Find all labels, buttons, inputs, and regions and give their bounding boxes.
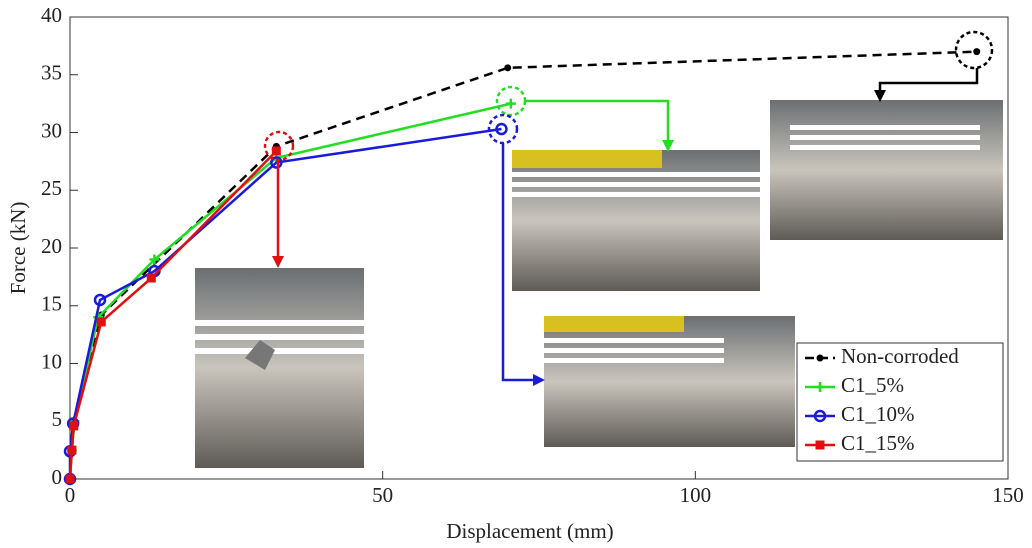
marker [270, 156, 283, 169]
y-tick-label: 30 [41, 118, 62, 142]
legend-label: C1_15% [841, 431, 915, 455]
photo [512, 150, 760, 291]
marker [495, 122, 508, 136]
x-axis-label: Displacement (mm) [446, 519, 613, 543]
y-tick-label: 0 [52, 465, 63, 489]
legend-box [796, 342, 1004, 462]
y-tick-label: 20 [41, 234, 62, 258]
photo [544, 316, 795, 447]
legend: Non-corroded C1_5% C1_10% C1_15% [796, 342, 1004, 462]
marker [505, 98, 516, 109]
x-tick-label: 0 [65, 483, 76, 507]
marker [69, 421, 79, 431]
marker [67, 445, 77, 455]
x-tick-label: 100 [680, 483, 712, 507]
x-tick-label: 50 [372, 483, 393, 507]
marker [93, 293, 107, 307]
legend-label: Non-corroded [841, 344, 959, 368]
marker [271, 146, 281, 156]
photo [195, 268, 364, 468]
marker [504, 64, 512, 72]
legend-label: C1_5% [841, 373, 904, 397]
y-tick-label: 15 [41, 292, 62, 316]
series-line [68, 150, 278, 480]
y-tick-label: 25 [41, 176, 62, 200]
y-tick-label: 40 [41, 3, 62, 27]
marker [815, 382, 825, 392]
marker [973, 48, 981, 56]
marker [146, 273, 156, 283]
x-tick-label: 150 [992, 483, 1024, 507]
y-tick-label: 10 [41, 349, 62, 373]
y-tick-label: 35 [41, 61, 62, 85]
y-axis-label: Force (kN) [6, 202, 30, 295]
marker [96, 317, 106, 327]
marker [815, 440, 825, 450]
photo [770, 100, 1003, 240]
photos [195, 100, 1003, 468]
marker [816, 354, 824, 362]
legend-label: C1_10% [841, 402, 915, 426]
annotations [263, 30, 994, 386]
y-tick-label: 5 [52, 407, 63, 431]
marker [65, 474, 75, 484]
marker [813, 409, 827, 423]
marker [149, 254, 160, 265]
